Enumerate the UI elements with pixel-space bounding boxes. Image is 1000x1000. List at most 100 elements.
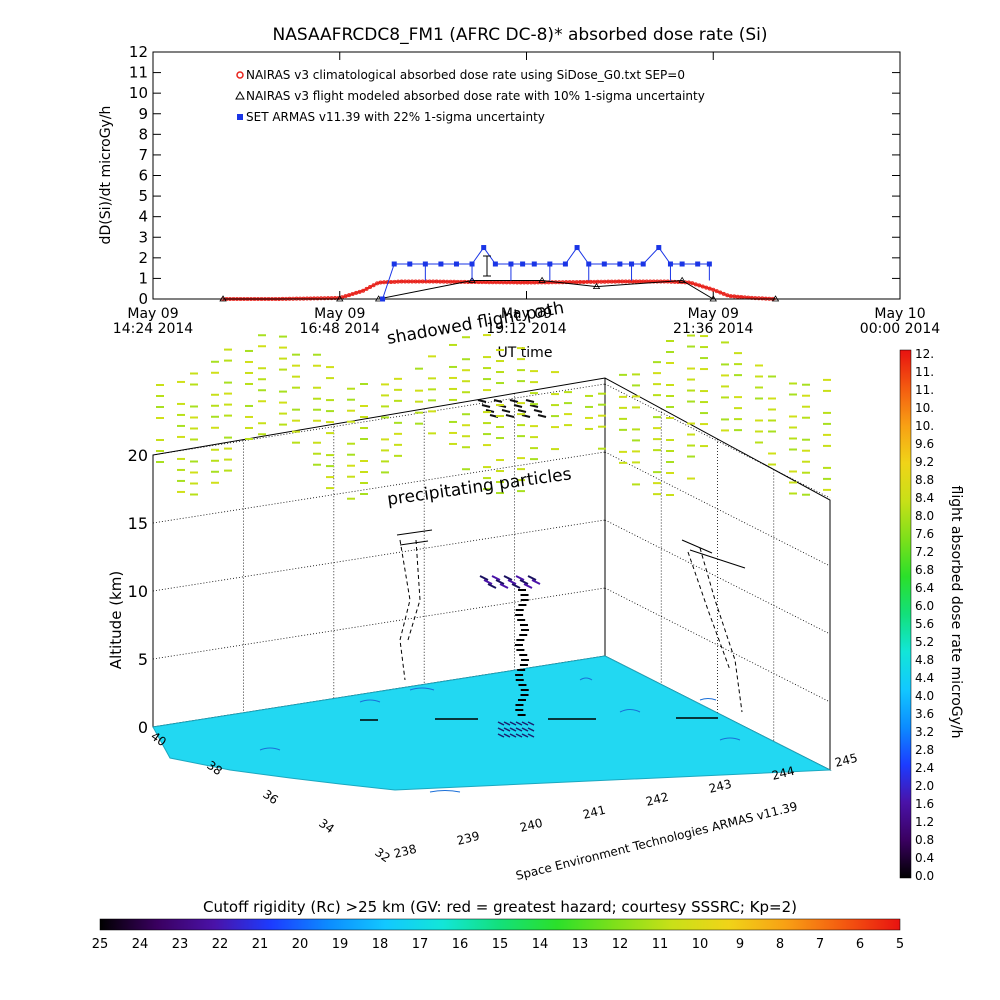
- top-cluster-dash: [517, 409, 527, 413]
- altitude-tick-label: 5: [138, 650, 148, 669]
- ground-cluster-dash: [497, 733, 505, 738]
- nairas-climatological-point: [354, 290, 359, 295]
- longitude-tick-label: 240: [518, 816, 544, 835]
- legend-marker-square: [237, 114, 243, 120]
- armas-point: [695, 261, 701, 267]
- armas-point: [520, 261, 526, 267]
- grid-line-horizontal: [152, 519, 606, 592]
- purple-cluster-dash: [511, 583, 521, 589]
- x-tick-date: May 09: [314, 306, 365, 322]
- armas-point: [617, 261, 623, 267]
- top-cluster-dash: [485, 409, 495, 413]
- y-tick-label: 5: [138, 187, 148, 205]
- longitude-tick-label: 245: [833, 751, 859, 770]
- rigidity-tick-label: 7: [816, 937, 824, 952]
- latitude-tick-label: 34: [316, 816, 337, 836]
- dose-tick-label: 0.8: [915, 833, 934, 847]
- 3d-panel: shadowed flight path precipitating parti…: [107, 298, 859, 883]
- dose-tick-label: 4.4: [915, 671, 934, 685]
- longitude-tick-label: 242: [644, 790, 670, 809]
- top-cluster-dash: [509, 399, 519, 403]
- rigidity-tick-label: 19: [332, 937, 349, 952]
- top-legend: NAIRAS v3 climatological absorbed dose r…: [235, 68, 705, 124]
- armas-point: [706, 261, 712, 267]
- shadowed-track-left: [396, 529, 433, 681]
- nairas-climatological-point: [718, 290, 723, 295]
- altitude-tick-label: 15: [128, 514, 148, 533]
- dose-tick-label: 3.2: [915, 725, 934, 739]
- armas-point: [679, 261, 685, 267]
- armas-point: [656, 245, 662, 251]
- nairas-flight-point: [771, 295, 780, 302]
- nairas-flight-point: [678, 276, 686, 283]
- grid-line-horizontal: [152, 587, 606, 660]
- armas-point: [531, 261, 537, 267]
- top-x-axis-label: UT time: [498, 345, 553, 361]
- rigidity-tick-label: 14: [532, 937, 549, 952]
- lon-axis-caption: Space Environment Technologies ARMAS v11…: [514, 799, 798, 883]
- x-tick-time: 16:48 2014: [300, 321, 381, 337]
- x-tick-time: 00:00 2014: [860, 321, 941, 337]
- armas-point: [586, 261, 592, 267]
- longitude-tick-label: 239: [455, 829, 481, 848]
- armas-point: [422, 261, 428, 267]
- armas-point: [391, 261, 397, 267]
- grid-line-horizontal: [152, 451, 606, 524]
- purple-cluster-dash: [495, 579, 505, 585]
- rigidity-tick-label: 6: [856, 937, 864, 952]
- nairas-flight-point: [709, 295, 717, 302]
- rigidity-tick-label: 21: [252, 937, 269, 952]
- ground-cluster-dash: [503, 733, 511, 738]
- rigidity-tick-label: 8: [776, 937, 784, 952]
- legend-label: NAIRAS v3 flight modeled absorbed dose r…: [246, 89, 705, 103]
- armas-point: [667, 261, 673, 267]
- annotation-precipitating-particles: precipitating particles: [386, 464, 573, 510]
- grid-line-horizontal-right: [604, 383, 831, 499]
- nairas-climatological-point: [371, 283, 376, 288]
- top-cluster-dash: [493, 399, 503, 403]
- top-series-group: [219, 245, 780, 302]
- purple-cluster-dash: [531, 579, 541, 585]
- dose-tick-label: 7.2: [915, 545, 934, 559]
- dose-tick-label: 2.4: [915, 761, 934, 775]
- x-tick-date: May 09: [501, 306, 552, 322]
- nairas-flight-point: [219, 295, 227, 302]
- rigidity-tick-label: 15: [492, 937, 509, 952]
- rigidity-tick-label: 17: [412, 937, 429, 952]
- x-tick-date: May 09: [127, 306, 178, 322]
- y-tick-label: 12: [129, 43, 148, 61]
- rigidity-tick-label: 20: [292, 937, 309, 952]
- purple-cluster-dash: [483, 579, 493, 585]
- top-cluster-dash: [505, 414, 515, 418]
- dose-tick-label: 5.6: [915, 617, 934, 631]
- dose-tick-label: 10.: [915, 419, 934, 433]
- nairas-climatological-point: [711, 287, 716, 292]
- nairas-climatological-point: [697, 283, 702, 288]
- rigidity-tick-label: 12: [612, 937, 629, 952]
- rigidity-tick-label: 10: [692, 937, 709, 952]
- ground-cluster-dash: [515, 733, 523, 738]
- x-tick-time: 19:12 2014: [486, 321, 567, 337]
- y-tick-label: 4: [138, 208, 148, 226]
- dose-tick-label: 0.0: [915, 869, 934, 883]
- precipitating-particles-dashes: [156, 334, 831, 500]
- altitude-axis-label: Altitude (km): [107, 571, 125, 669]
- nairas-climatological-point: [725, 293, 730, 298]
- x-tick-date: May 09: [688, 306, 739, 322]
- nairas-flight-point: [468, 276, 476, 283]
- nairas-climatological-point: [707, 286, 712, 291]
- purple-cluster-dash: [487, 583, 497, 589]
- longitude-tick-label: 238: [392, 842, 418, 861]
- nairas-climatological-point: [336, 295, 341, 300]
- rigidity-colorbar-label: Cutoff rigidity (Rc) >25 km (GV: red = g…: [203, 898, 797, 916]
- purple-cluster-dash: [479, 575, 489, 581]
- longitude-tick-label: 243: [707, 777, 733, 796]
- legend-label: NAIRAS v3 climatological absorbed dose r…: [246, 68, 685, 82]
- armas-point: [508, 261, 514, 267]
- nairas-flight-point: [538, 276, 546, 283]
- flight-track-pillar: [477, 399, 547, 738]
- armas-point: [601, 261, 607, 267]
- dose-tick-label: 8.0: [915, 509, 934, 523]
- ground-cluster-dash: [497, 721, 505, 726]
